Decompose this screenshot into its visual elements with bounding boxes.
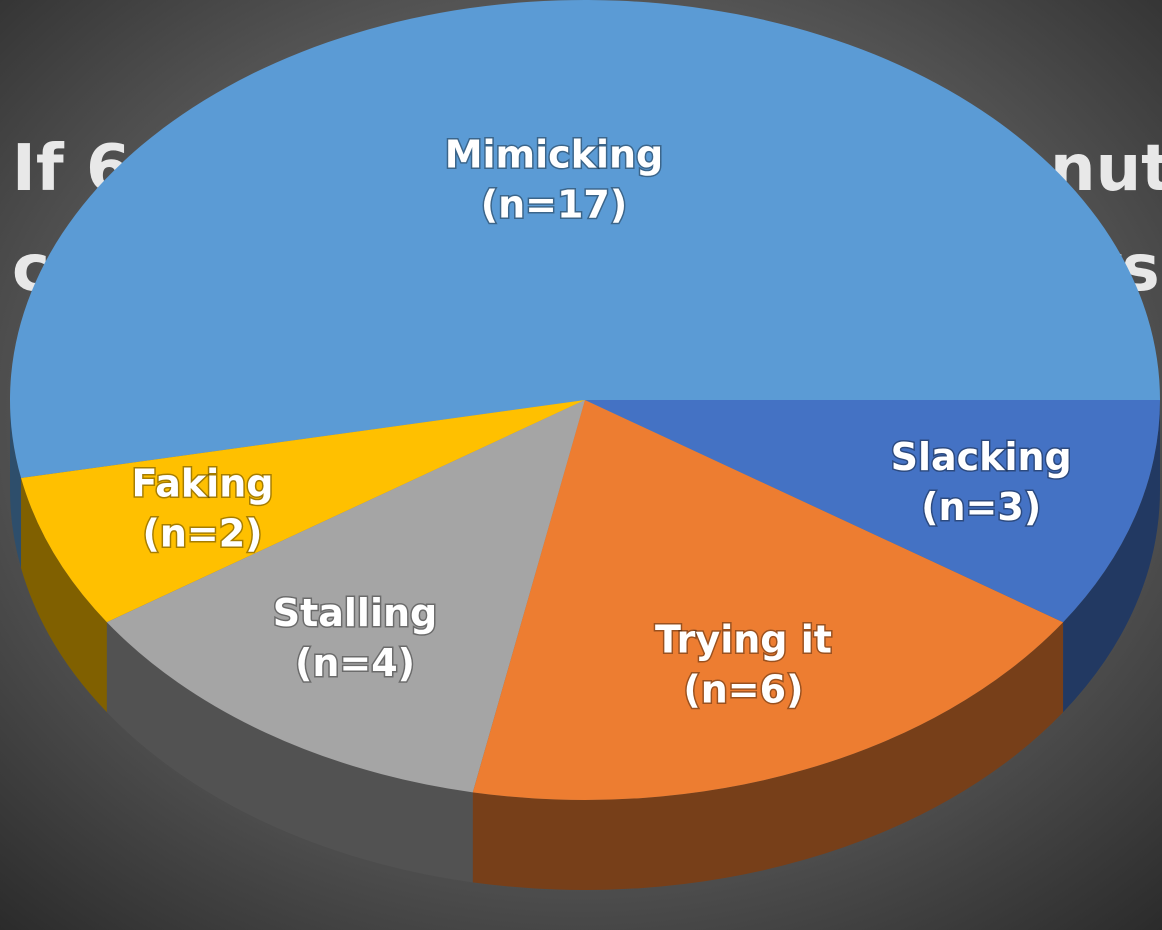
pie-slice-side [472,622,1064,890]
pie-slice [585,400,1160,623]
slice-value-label: (n=2) [142,512,262,556]
slice-label: Faking [132,462,274,506]
pie-slice-side [106,622,473,883]
pie-slice [10,0,1160,479]
slice-value-label: (n=4) [295,641,415,685]
slice-label: Trying it [655,618,832,662]
slice-value-label: (n=3) [921,485,1041,529]
pie-slice [21,400,586,623]
pie-slice-side [21,478,107,713]
pie-slice [106,400,586,793]
pie: Mimicking (n=17) Faking (n=2)Stalling (n=4) T… [10,0,1160,890]
pie-slice-side [10,400,22,569]
slice-value-label: (n=6) [683,668,803,712]
slice-label: Stalling [273,591,438,635]
pie-slice [472,400,1064,800]
slice-value-label: (n=17) [481,183,628,227]
pie-slice-side [1063,400,1160,713]
slice-label: Mimicking [445,133,664,177]
slice-label: Slacking [891,435,1072,479]
